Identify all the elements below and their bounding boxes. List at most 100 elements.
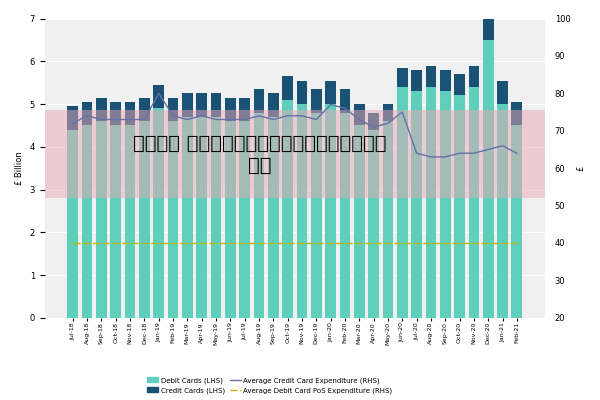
Bar xyxy=(225,121,236,318)
Average Credit Card Expenditure (RHS) xyxy=(141,117,148,122)
Bar xyxy=(282,100,293,318)
Average Debit Card PoS Expenditure (RHS) xyxy=(513,240,520,245)
Bar xyxy=(167,98,178,121)
Bar xyxy=(154,85,164,108)
Bar xyxy=(311,112,322,318)
Average Credit Card Expenditure (RHS) xyxy=(385,121,392,126)
Bar xyxy=(497,80,508,104)
Average Debit Card PoS Expenditure (RHS) xyxy=(169,240,176,245)
Bar xyxy=(383,104,394,121)
Average Credit Card Expenditure (RHS) xyxy=(513,151,520,156)
Bar xyxy=(211,117,221,318)
Bar xyxy=(139,121,150,318)
Average Debit Card PoS Expenditure (RHS) xyxy=(212,240,220,245)
Bar xyxy=(325,104,336,318)
Average Debit Card PoS Expenditure (RHS) xyxy=(370,240,377,245)
Average Debit Card PoS Expenditure (RHS) xyxy=(112,240,119,245)
Average Debit Card PoS Expenditure (RHS) xyxy=(456,240,463,245)
Average Debit Card PoS Expenditure (RHS) xyxy=(385,240,392,245)
Y-axis label: £ Billion: £ Billion xyxy=(15,151,24,185)
Average Credit Card Expenditure (RHS) xyxy=(212,117,220,122)
Average Credit Card Expenditure (RHS) xyxy=(69,121,76,126)
Average Debit Card PoS Expenditure (RHS) xyxy=(442,240,449,245)
Bar xyxy=(411,91,422,318)
Average Debit Card PoS Expenditure (RHS) xyxy=(256,240,263,245)
Average Debit Card PoS Expenditure (RHS) xyxy=(83,240,91,245)
Average Debit Card PoS Expenditure (RHS) xyxy=(485,240,492,245)
Bar xyxy=(110,126,121,318)
Average Credit Card Expenditure (RHS) xyxy=(413,151,420,156)
Bar xyxy=(354,126,365,318)
Average Credit Card Expenditure (RHS) xyxy=(313,117,320,122)
Bar xyxy=(268,117,278,318)
Average Credit Card Expenditure (RHS) xyxy=(270,117,277,122)
Bar xyxy=(225,98,236,121)
Bar xyxy=(454,96,465,318)
Bar xyxy=(239,98,250,121)
Bar xyxy=(268,93,278,117)
Bar xyxy=(154,108,164,318)
Bar xyxy=(483,40,494,318)
Bar xyxy=(296,80,307,104)
Bar xyxy=(211,93,221,117)
Average Credit Card Expenditure (RHS) xyxy=(442,154,449,159)
Bar xyxy=(440,91,451,318)
Bar xyxy=(167,121,178,318)
Average Credit Card Expenditure (RHS) xyxy=(241,117,248,122)
Bar xyxy=(368,130,379,318)
Average Debit Card PoS Expenditure (RHS) xyxy=(69,240,76,245)
Average Credit Card Expenditure (RHS) xyxy=(470,151,478,156)
Average Debit Card PoS Expenditure (RHS) xyxy=(499,240,506,245)
Average Credit Card Expenditure (RHS) xyxy=(98,117,105,122)
Bar xyxy=(82,102,92,126)
Average Debit Card PoS Expenditure (RHS) xyxy=(327,240,334,245)
Average Debit Card PoS Expenditure (RHS) xyxy=(356,240,363,245)
Average Credit Card Expenditure (RHS) xyxy=(456,151,463,156)
Bar xyxy=(411,70,422,91)
Bar xyxy=(67,130,78,318)
Average Debit Card PoS Expenditure (RHS) xyxy=(127,240,134,245)
Bar xyxy=(82,126,92,318)
Average Debit Card PoS Expenditure (RHS) xyxy=(427,240,434,245)
Bar xyxy=(397,87,407,318)
Average Debit Card PoS Expenditure (RHS) xyxy=(284,240,291,245)
Average Debit Card PoS Expenditure (RHS) xyxy=(241,240,248,245)
Average Debit Card PoS Expenditure (RHS) xyxy=(98,240,105,245)
Average Debit Card PoS Expenditure (RHS) xyxy=(341,240,349,245)
Average Debit Card PoS Expenditure (RHS) xyxy=(298,240,305,245)
Average Debit Card PoS Expenditure (RHS) xyxy=(227,240,234,245)
Average Credit Card Expenditure (RHS) xyxy=(83,113,91,118)
Average Credit Card Expenditure (RHS) xyxy=(298,113,305,118)
Average Debit Card PoS Expenditure (RHS) xyxy=(198,240,205,245)
Bar xyxy=(196,93,207,117)
Average Credit Card Expenditure (RHS) xyxy=(184,117,191,122)
Average Debit Card PoS Expenditure (RHS) xyxy=(270,240,277,245)
Average Credit Card Expenditure (RHS) xyxy=(327,102,334,107)
Average Credit Card Expenditure (RHS) xyxy=(485,147,492,152)
Average Debit Card PoS Expenditure (RHS) xyxy=(398,240,406,245)
Bar xyxy=(96,121,107,318)
Y-axis label: £: £ xyxy=(576,166,585,171)
Text: 配资操盘 家用电梯速度调节：个性化需求与安全
考量: 配资操盘 家用电梯速度调节：个性化需求与安全 考量 xyxy=(133,134,386,175)
Bar xyxy=(511,126,522,318)
Bar xyxy=(125,126,136,318)
Average Credit Card Expenditure (RHS) xyxy=(227,117,234,122)
Average Debit Card PoS Expenditure (RHS) xyxy=(313,240,320,245)
Bar xyxy=(483,16,494,40)
Average Debit Card PoS Expenditure (RHS) xyxy=(184,240,191,245)
Average Debit Card PoS Expenditure (RHS) xyxy=(141,240,148,245)
Bar xyxy=(383,121,394,318)
Average Credit Card Expenditure (RHS) xyxy=(499,143,506,148)
Bar xyxy=(182,93,193,117)
Bar xyxy=(368,112,379,130)
Average Credit Card Expenditure (RHS) xyxy=(398,110,406,114)
Average Credit Card Expenditure (RHS) xyxy=(370,125,377,130)
Average Credit Card Expenditure (RHS) xyxy=(169,113,176,118)
Bar xyxy=(425,87,436,318)
Bar xyxy=(196,117,207,318)
Bar xyxy=(440,70,451,91)
Bar xyxy=(340,112,350,318)
Bar xyxy=(340,89,350,112)
Average Debit Card PoS Expenditure (RHS) xyxy=(413,240,420,245)
Bar xyxy=(110,102,121,126)
